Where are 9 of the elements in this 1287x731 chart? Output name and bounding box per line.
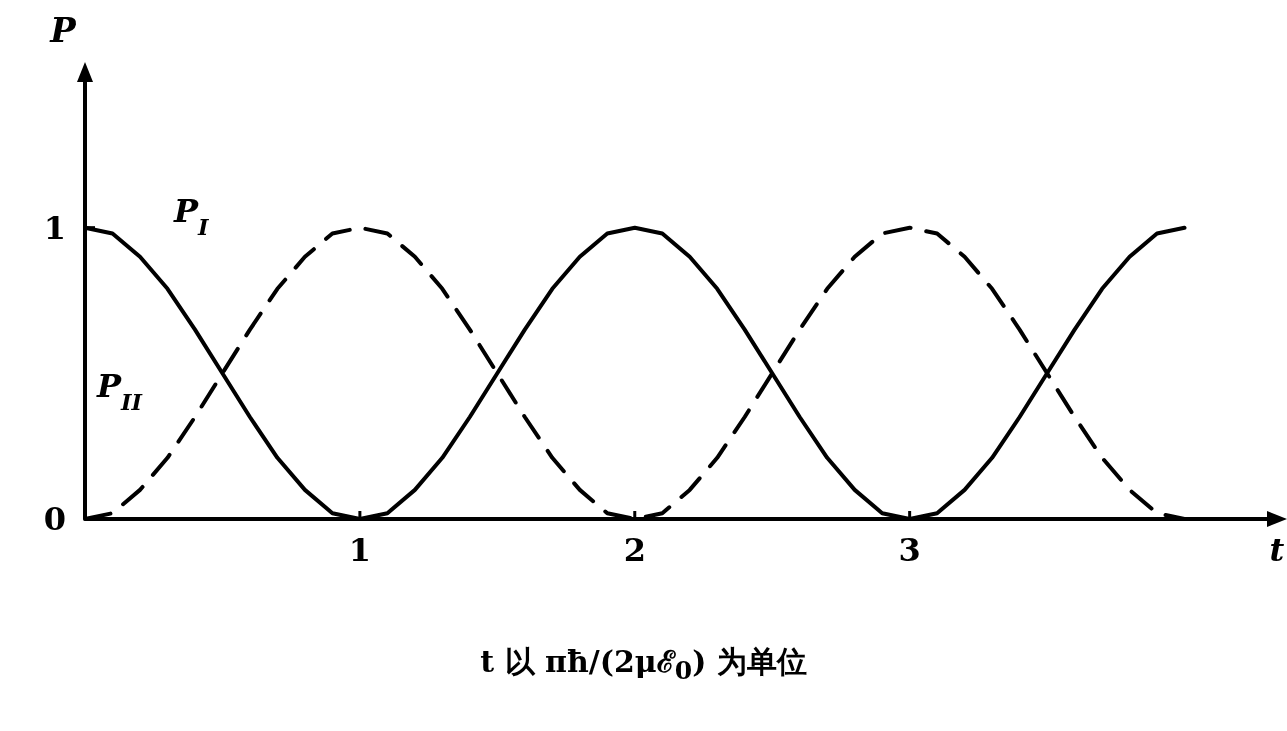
series-label: P$_{II}$ [96, 366, 144, 415]
x-axis-title: t [1269, 531, 1285, 569]
x-tick-label: 1 [348, 531, 372, 569]
x-tick-label: 2 [623, 531, 646, 569]
x-tick-label: 3 [898, 531, 921, 569]
text: t 以 πħ/(2μℰ$_{0}$) 为单位 [479, 643, 808, 685]
y-axis-title: P [49, 10, 78, 50]
series-label: P$_{I}$ [172, 191, 211, 240]
y-tick-label: 0 [43, 500, 67, 538]
